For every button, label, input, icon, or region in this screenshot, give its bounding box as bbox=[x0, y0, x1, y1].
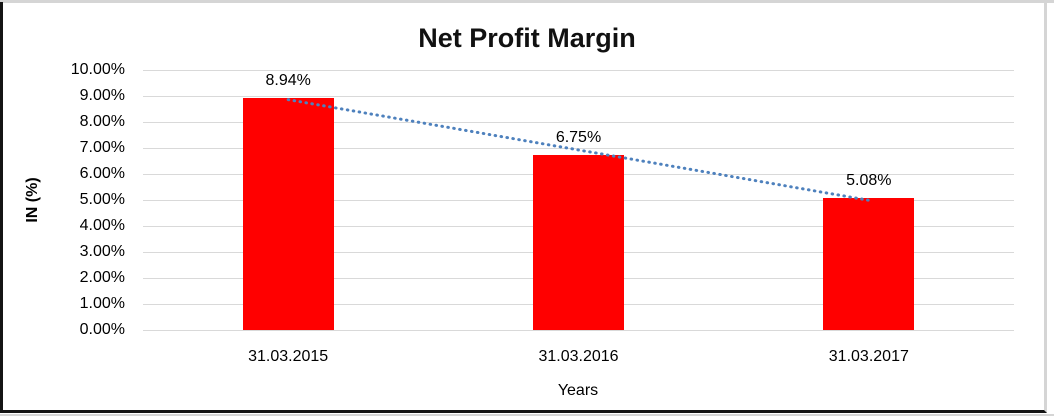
bar-value-label: 8.94% bbox=[265, 71, 311, 89]
chart-title: Net Profit Margin bbox=[418, 23, 636, 53]
y-tick-label: 3.00% bbox=[79, 243, 125, 260]
bar-value-label: 5.08% bbox=[846, 171, 892, 189]
y-tick-label: 7.00% bbox=[79, 139, 125, 156]
y-tick-label: 10.00% bbox=[70, 61, 125, 78]
x-category-label: 31.03.2015 bbox=[248, 348, 329, 365]
y-tick-label: 6.00% bbox=[79, 165, 125, 182]
chart-bar bbox=[242, 97, 334, 330]
y-tick-label: 9.00% bbox=[79, 87, 125, 104]
chart-bar bbox=[533, 154, 624, 330]
y-tick-label: 1.00% bbox=[79, 295, 125, 312]
gridline bbox=[143, 70, 1014, 71]
x-category-label: 31.03.2016 bbox=[538, 348, 619, 365]
bar-value-label: 6.75% bbox=[555, 128, 602, 146]
y-tick-label: 2.00% bbox=[79, 269, 125, 286]
y-tick-label: 0.00% bbox=[79, 321, 125, 338]
y-tick-label: 5.00% bbox=[79, 191, 125, 208]
gridline bbox=[143, 96, 1014, 97]
y-tick-label: 8.00% bbox=[79, 113, 125, 130]
y-tick-label: 4.00% bbox=[79, 217, 125, 234]
gridline bbox=[143, 122, 1014, 123]
gridline bbox=[143, 330, 1014, 331]
x-axis-title: Years bbox=[557, 382, 599, 399]
chart-bar bbox=[823, 197, 915, 330]
x-category-label: 31.03.2017 bbox=[828, 348, 909, 365]
